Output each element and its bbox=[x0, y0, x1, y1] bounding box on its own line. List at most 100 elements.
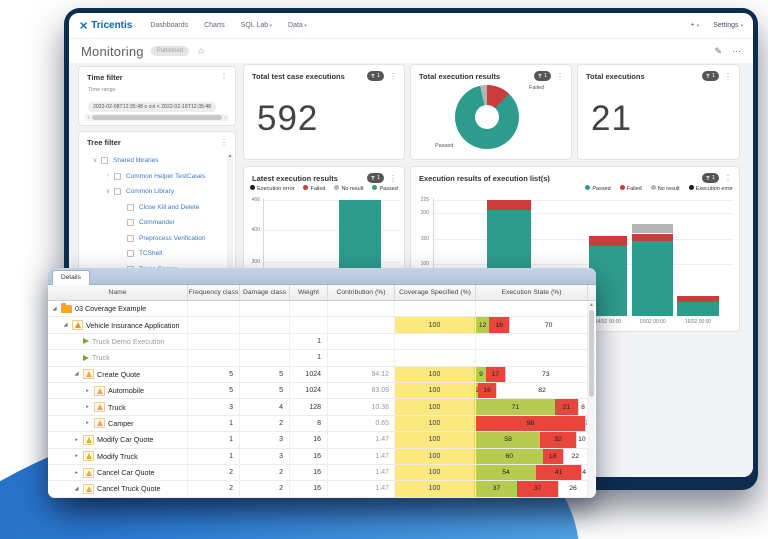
nav-item-charts[interactable]: Charts bbox=[204, 22, 225, 29]
column-header-execution-state-[interactable]: Execution State (%) bbox=[476, 285, 588, 300]
add-new-button[interactable]: + ▾ bbox=[690, 22, 700, 29]
expand-closed-icon[interactable]: ▸ bbox=[86, 404, 89, 411]
table-row[interactable]: Truck 1 bbox=[48, 350, 596, 367]
legend-item[interactable]: Failed bbox=[619, 185, 642, 192]
tree-checkbox[interactable] bbox=[101, 157, 108, 165]
chart-menu-icon[interactable]: ⋮ bbox=[556, 71, 564, 81]
expand-closed-icon[interactable]: ▸ bbox=[86, 420, 89, 427]
tree-item[interactable]: ∨ Shared libraries bbox=[85, 153, 233, 169]
filter-count-badge[interactable]: 1 bbox=[533, 71, 551, 81]
filter-count-badge[interactable]: 1 bbox=[701, 71, 719, 81]
bar-segment-failed[interactable] bbox=[632, 233, 673, 242]
row-coverage-cell bbox=[395, 301, 476, 317]
tree-checkbox[interactable] bbox=[127, 203, 134, 211]
bar-segment-passed[interactable] bbox=[677, 301, 719, 316]
donut-chart[interactable]: Failed Passed bbox=[411, 83, 571, 153]
tree-caret-icon[interactable]: ∨ bbox=[105, 189, 111, 196]
publish-status-badge[interactable]: Published bbox=[150, 46, 190, 56]
legend-dot-icon bbox=[303, 185, 309, 190]
scroll-left-icon[interactable]: ‹ bbox=[87, 114, 90, 121]
bar-segment-failed[interactable] bbox=[677, 296, 719, 302]
scroll-right-icon[interactable]: › bbox=[224, 114, 227, 121]
expand-closed-icon[interactable]: ▸ bbox=[75, 453, 78, 460]
tree-item[interactable]: TCShell bbox=[85, 246, 233, 262]
tree-item[interactable]: › Common Helper TestCases bbox=[85, 169, 233, 185]
edit-dashboard-icon[interactable]: ✎ bbox=[714, 45, 722, 56]
table-row[interactable]: ◢ 03 Coverage Example bbox=[48, 301, 596, 318]
execution-segment-red: 16 bbox=[478, 382, 496, 399]
triangle-glyph bbox=[74, 322, 81, 329]
column-header-contribution-[interactable]: Contribution (%) bbox=[328, 285, 395, 300]
details-tab[interactable]: Details bbox=[52, 270, 90, 285]
table-row[interactable]: ▸ Modify Car Quote 1 3 16 1.47 100 58 32 10 bbox=[48, 432, 596, 449]
table-row[interactable]: ▸ Truck 3 4 128 10.38 100 71 21 8 bbox=[48, 399, 596, 416]
nav-item-sql-lab[interactable]: SQL Lab ▾ bbox=[240, 22, 273, 29]
chart-menu-icon[interactable]: ⋮ bbox=[389, 71, 397, 81]
expand-open-icon[interactable]: ◢ bbox=[74, 371, 79, 378]
chart-menu-icon[interactable]: ⋮ bbox=[724, 71, 732, 81]
tree-checkbox[interactable] bbox=[127, 234, 134, 242]
expand-open-icon[interactable]: ◢ bbox=[52, 305, 57, 312]
chart-menu-icon[interactable]: ⋮ bbox=[389, 173, 397, 183]
column-header-coverage-specified-[interactable]: Coverage Specified (%) bbox=[395, 285, 476, 300]
tree-item[interactable]: ∨ Common Library bbox=[85, 184, 233, 200]
details-vscroll-thumb[interactable] bbox=[589, 310, 594, 398]
table-row[interactable]: ▸ Modify Truck 1 3 16 1.47 100 60 18 22 bbox=[48, 448, 596, 465]
nav-item-data[interactable]: Data ▾ bbox=[288, 22, 307, 29]
legend-item[interactable]: Passed bbox=[585, 185, 611, 192]
more-options-icon[interactable]: ⋯ bbox=[732, 45, 741, 56]
bar-segment-failed[interactable] bbox=[589, 236, 627, 247]
expand-closed-icon[interactable]: ▸ bbox=[75, 436, 78, 443]
column-header-frequency-class[interactable]: Frequency class bbox=[188, 285, 240, 300]
legend-item[interactable]: Execution error bbox=[250, 185, 294, 192]
tree-item[interactable]: Preprocess Verification bbox=[85, 231, 233, 247]
tree-checkbox[interactable] bbox=[114, 172, 121, 180]
expand-closed-icon[interactable]: ▸ bbox=[75, 469, 78, 476]
details-vscrollbar[interactable]: ▲ bbox=[588, 302, 595, 496]
bar-segment-passed[interactable] bbox=[632, 241, 673, 316]
hscroll-thumb[interactable] bbox=[92, 115, 222, 120]
table-row[interactable]: ◢ Cancel Truck Quote 2 2 16 1.47 100 37 37 26 bbox=[48, 481, 596, 498]
time-filter-menu-icon[interactable]: ⋮ bbox=[220, 73, 228, 82]
tree-checkbox[interactable] bbox=[127, 219, 134, 227]
table-row[interactable]: ▸ Cancel Car Quote 2 2 16 1.47 100 54 41 4 bbox=[48, 464, 596, 482]
favorite-star-icon[interactable]: ☆ bbox=[197, 45, 206, 56]
execution-segment-white: 4 bbox=[581, 464, 586, 481]
legend-item[interactable]: No result bbox=[650, 185, 680, 192]
expand-open-icon[interactable]: ◢ bbox=[74, 485, 79, 492]
tree-caret-icon[interactable]: › bbox=[107, 173, 109, 180]
legend-item[interactable]: Execution error bbox=[688, 185, 733, 192]
filter-count-badge[interactable]: 1 bbox=[366, 71, 384, 81]
bar-segment-no-result[interactable] bbox=[632, 224, 673, 234]
legend-item[interactable]: Failed bbox=[303, 185, 325, 192]
tree-item[interactable]: Commander bbox=[85, 215, 233, 231]
column-header-damage-class[interactable]: Damage class bbox=[240, 285, 290, 300]
table-row[interactable]: ◢ Create Quote 5 5 1024 94.12 100 9 17 73 bbox=[48, 366, 596, 383]
filter-count-badge[interactable]: 1 bbox=[701, 173, 719, 183]
coverage-value: 100 bbox=[395, 415, 475, 432]
settings-menu[interactable]: Settings ▾ bbox=[713, 22, 743, 29]
column-header-name[interactable]: Name bbox=[48, 285, 188, 300]
tree-caret-icon[interactable]: ∨ bbox=[92, 158, 98, 165]
filter-count-badge[interactable]: 1 bbox=[366, 173, 384, 183]
chart-menu-icon[interactable]: ⋮ bbox=[724, 173, 732, 183]
nav-item-dashboards[interactable]: Dashboards bbox=[150, 22, 189, 29]
expand-open-icon[interactable]: ◢ bbox=[63, 322, 68, 329]
expand-closed-icon[interactable]: ▸ bbox=[86, 387, 89, 394]
legend-item[interactable]: No result bbox=[334, 185, 363, 192]
table-row[interactable]: Truck Demo Execution 1 bbox=[48, 333, 596, 351]
details-titlebar[interactable]: Details bbox=[48, 268, 596, 285]
tree-checkbox[interactable] bbox=[127, 250, 134, 258]
time-range-value[interactable]: 2022-02-08T12:35:48 ≤ col < 2022-02-18T1… bbox=[88, 102, 217, 112]
tricentis-logo[interactable]: ⨯ Tricentis bbox=[79, 19, 132, 32]
column-header-weight[interactable]: Weight bbox=[290, 285, 328, 300]
bar-segment-failed[interactable] bbox=[487, 200, 531, 211]
legend-item[interactable]: Passed bbox=[372, 185, 398, 192]
tree-item[interactable]: Close Kill and Delete bbox=[85, 200, 233, 216]
tree-filter-menu-icon[interactable]: ⋮ bbox=[220, 138, 228, 147]
table-row[interactable]: ◢ Vehicle Insurance Application 100 12 18 70 bbox=[48, 317, 596, 334]
tree-checkbox[interactable] bbox=[114, 188, 121, 196]
time-filter-hscrollbar[interactable]: ‹ › bbox=[85, 114, 229, 121]
